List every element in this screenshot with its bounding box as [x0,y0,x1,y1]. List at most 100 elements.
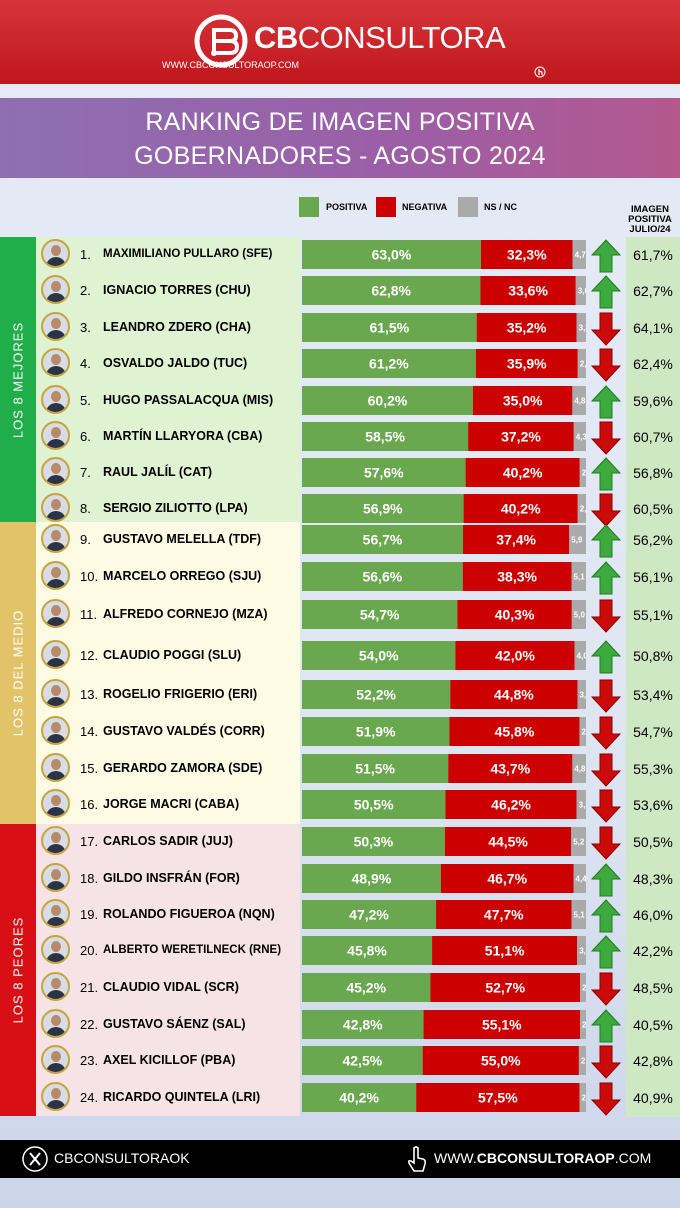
previous-positive-value: 64,1% [633,320,673,336]
negative-bar-segment [480,276,576,305]
nsnc-bar-segment [580,973,586,1002]
positive-value-label: 56,9% [363,501,403,517]
table-row: 4. OSVALDO JALDO (TUC) 61,2% 35,9% 2,9 62,4% [0,346,680,382]
trend-up-arrow-icon [591,1009,621,1043]
avatar [41,679,70,708]
stacked-bar: 61,5% 35,2% 3,3 [302,313,586,342]
trend-down-arrow-icon [591,1082,621,1116]
nsnc-bar-segment [572,754,586,783]
governor-name: GUSTAVO MELELLA (TDF) [103,532,262,546]
positive-bar-segment [302,600,458,629]
governor-name: OSVALDO JALDO (TUC) [103,356,248,370]
avatar [41,239,70,268]
nsnc-value-label: 3,3 [579,801,586,810]
positive-value-label: 51,9% [356,724,396,740]
nsnc-value-label: 5,2 [573,838,585,847]
positive-bar-segment [302,386,473,415]
trend-down-arrow-icon [591,599,621,633]
avatar [41,863,70,892]
footer-website[interactable]: WWW.CBCONSULTORAOP.COM [434,1150,652,1166]
trend-down-arrow-icon [591,789,621,823]
governor-name: LEANDRO ZDERO (CHA) [103,320,251,334]
stacked-bar: 48,9% 46,7% 4,4 [302,864,586,893]
nsnc-value-label: 3,3 [579,324,586,333]
table-row: 12. CLAUDIO POGGI (SLU) 54,0% 42,0% 4,0 50,8% [0,638,680,676]
positive-value-label: 56,7% [363,532,403,548]
positive-value-label: 42,8% [343,1017,383,1033]
title-line-1: RANKING DE IMAGEN POSITIVA [145,108,535,136]
nsnc-value-label: 2,2 [582,469,586,478]
trend-up-arrow-icon [591,561,621,595]
trend-up-arrow-icon [591,640,621,674]
positive-bar-segment [302,717,450,746]
negative-bar-segment [472,386,573,415]
negative-bar-segment [430,973,581,1002]
previous-positive-value: 56,2% [633,532,673,548]
positive-bar-segment [302,458,466,487]
previous-positive-value: 61,7% [633,247,673,263]
rank-number: 5. [80,393,91,408]
positive-bar-segment [302,525,464,554]
negative-bar-segment [455,641,575,670]
brand-header: CBCONSULTORA WWW.CBCONSULTORAOP.COM [0,0,680,84]
nsnc-value-label: 2,5 [581,1057,586,1066]
positive-bar-segment [302,1046,423,1075]
avatar [41,899,70,928]
positive-value-label: 54,7% [360,607,400,623]
positive-value-label: 52,2% [356,687,396,703]
trend-up-arrow-icon [591,457,621,491]
stacked-bar: 54,0% 42,0% 4,0 [302,641,586,670]
stacked-bar: 56,6% 38,3% 5,1 [302,562,586,591]
positive-value-label: 45,2% [346,980,386,996]
previous-positive-value: 60,7% [633,429,673,445]
table-row: 16. JORGE MACRI (CABA) 50,5% 46,2% 3,3 53,6% [0,787,680,823]
governor-name: HUGO PASSALACQUA (MIS) [103,393,274,407]
negative-value-label: 35,2% [507,320,547,336]
negative-bar-segment [423,1010,581,1039]
stacked-bar: 51,5% 43,7% 4,8 [302,754,586,783]
previous-positive-value: 59,6% [633,393,673,409]
nsnc-bar-segment [574,641,586,670]
negative-value-label: 38,3% [497,569,537,585]
rank-number: 21. [80,980,99,995]
trend-down-arrow-icon [591,348,621,382]
previous-positive-value: 55,1% [633,607,673,623]
positive-value-label: 50,3% [354,834,394,850]
nsnc-bar-segment [572,386,586,415]
avatar [41,524,70,553]
group-tab-worst: LOS 8 PEORES [0,824,36,1116]
nsnc-bar-segment [580,1010,586,1039]
governor-name: GUSTAVO VALDÉS (CORR) [103,724,265,738]
trend-down-arrow-icon [591,972,621,1006]
x-social-icon[interactable] [22,1144,48,1174]
positive-bar-segment [302,900,437,929]
table-row: 11. ALFREDO CORNEJO (MZA) 54,7% 40,3% 5,0 55,… [0,597,680,635]
avatar [41,935,70,964]
nsnc-bar-segment [578,1046,586,1075]
negative-bar-segment [475,349,578,378]
nsnc-bar-segment [569,525,586,554]
governor-name: GUSTAVO SÁENZ (SAL) [103,1017,246,1031]
nsnc-value-label: 5,0 [574,611,586,620]
negative-bar-segment [445,790,577,819]
stacked-bar: 56,7% 37,4% 5,9 [302,525,586,554]
table-row: 10. MARCELO ORREGO (SJU) 56,6% 38,3% 5,1 56,1… [0,559,680,595]
table-row: 22. GUSTAVO SÁENZ (SAL) 42,8% 55,1% 2,1 40,5% [0,1007,680,1043]
rank-number: 10. [80,569,99,584]
previous-positive-value: 50,5% [633,834,673,850]
nsnc-bar-segment [579,717,586,746]
footer-social-handle[interactable]: CBCONSULTORAOK [54,1150,190,1166]
previous-positive-value: 62,7% [633,283,673,299]
hand-cursor-icon [534,66,546,78]
brand-logo: CBCONSULTORA [192,12,546,78]
brand-name: CBCONSULTORA [254,20,506,55]
nsnc-bar-segment [579,1083,586,1112]
nsnc-value-label: 3,6 [578,287,586,296]
positive-bar-segment [302,754,449,783]
positive-value-label: 60,2% [368,393,408,409]
rank-number: 7. [80,465,91,480]
brand-url[interactable]: WWW.CBCONSULTORAOP.COM [162,60,300,70]
rank-number: 2. [80,283,91,298]
nsnc-value-label: 2,1 [582,984,586,993]
governor-name: SERGIO ZILIOTTO (LPA) [103,501,248,515]
